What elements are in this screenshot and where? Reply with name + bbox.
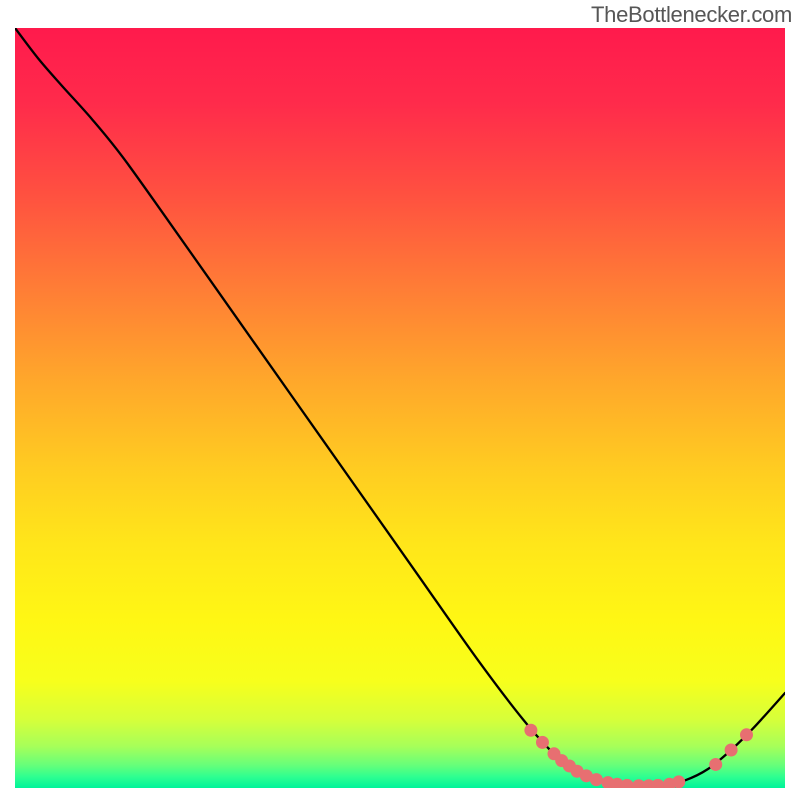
data-marker: [740, 728, 753, 741]
data-marker: [672, 775, 685, 788]
data-marker: [536, 736, 549, 749]
bottleneck-chart: [15, 28, 785, 788]
chart-svg: [15, 28, 785, 788]
watermark-text: TheBottlenecker.com: [591, 2, 792, 28]
gradient-background: [15, 28, 785, 788]
data-marker: [524, 724, 537, 737]
data-marker: [709, 758, 722, 771]
data-marker: [725, 744, 738, 757]
data-marker: [590, 773, 603, 786]
